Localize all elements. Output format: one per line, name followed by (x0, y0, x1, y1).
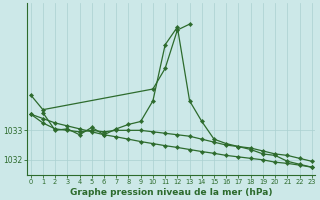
X-axis label: Graphe pression niveau de la mer (hPa): Graphe pression niveau de la mer (hPa) (70, 188, 273, 197)
